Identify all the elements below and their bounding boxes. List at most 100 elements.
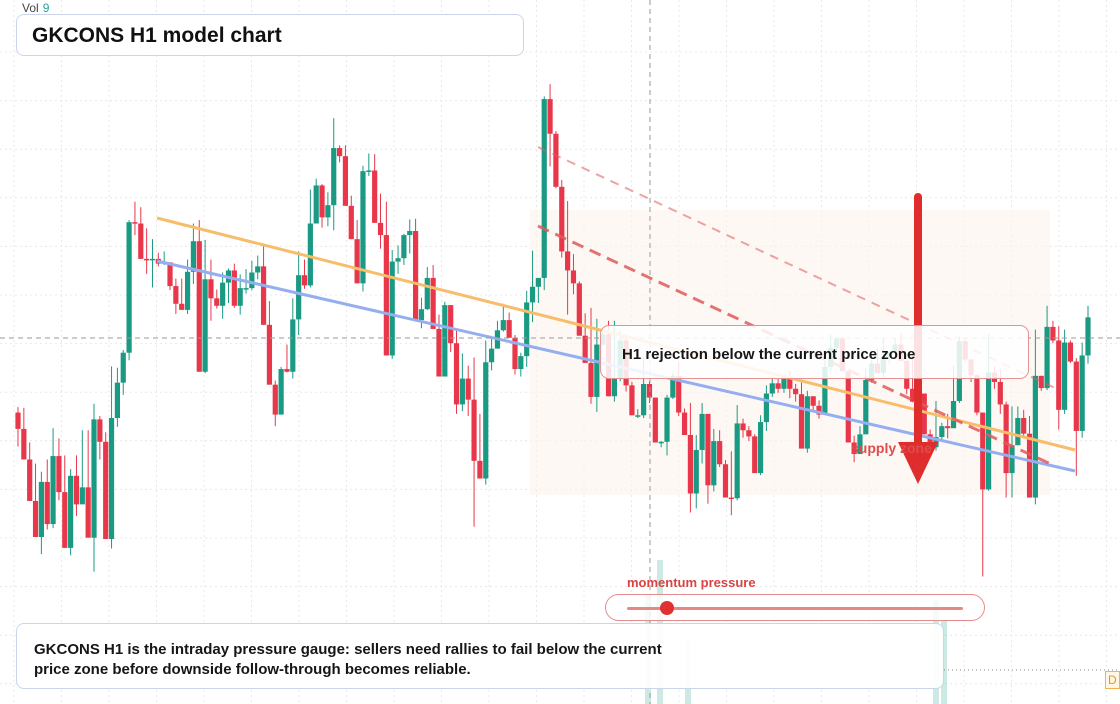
candle (588, 307, 594, 404)
candle (471, 357, 477, 527)
candle (576, 281, 582, 336)
candle (483, 340, 489, 485)
candle-body (652, 397, 658, 443)
candle (570, 254, 577, 295)
candle (705, 413, 711, 504)
candle-body (763, 393, 770, 423)
candle-body (103, 441, 109, 540)
candle (50, 428, 56, 529)
candle (722, 460, 729, 498)
volume-bar (941, 620, 947, 704)
candle-body (62, 492, 68, 548)
candle (752, 434, 758, 474)
candle (459, 353, 465, 412)
candle-body (138, 223, 144, 259)
candle-body (664, 397, 670, 442)
candle (1032, 329, 1038, 505)
candle (108, 366, 115, 549)
candle (366, 153, 372, 176)
candle-body (430, 277, 436, 329)
candle (401, 233, 407, 265)
candle-body (629, 385, 635, 416)
candle-body (108, 418, 115, 540)
candle (15, 407, 21, 447)
candle-body (822, 367, 828, 415)
candle-body (570, 270, 577, 284)
candle-body (284, 369, 290, 372)
candle-body (1056, 340, 1062, 410)
candle-body (565, 251, 571, 271)
candle-body (477, 460, 483, 479)
candle-body (787, 376, 793, 389)
candle (44, 459, 50, 530)
candle (266, 301, 273, 385)
candle (138, 207, 144, 259)
candle-body (997, 381, 1003, 405)
candle-body (1079, 355, 1085, 431)
candle (810, 396, 816, 410)
candle-body (489, 348, 495, 363)
candle-body (278, 369, 284, 415)
momentum-pressure-label: momentum pressure (627, 575, 756, 590)
candle-body (1038, 375, 1044, 389)
candle (336, 145, 343, 163)
candle (734, 405, 740, 501)
candle-body (1032, 375, 1038, 498)
candle-body (471, 399, 477, 461)
candle (114, 367, 120, 427)
candle (225, 268, 232, 304)
candle-body (448, 305, 454, 344)
candle-body (126, 222, 132, 353)
candle (939, 422, 945, 440)
candle-body (231, 270, 237, 306)
candle (214, 289, 220, 309)
candle (804, 390, 810, 453)
candle-body (734, 423, 740, 499)
candle-body (553, 133, 559, 187)
candle (465, 365, 471, 416)
candle-body (1009, 445, 1015, 474)
candle (664, 394, 670, 456)
candle (547, 84, 553, 167)
candle-body (418, 309, 425, 321)
candle (728, 451, 734, 516)
candle-body (68, 475, 74, 548)
candle (1009, 406, 1015, 498)
candle (342, 145, 349, 206)
candle (27, 442, 33, 501)
candle-body (775, 383, 781, 389)
candle (1038, 375, 1044, 391)
candle (38, 471, 44, 554)
candle-body (927, 434, 933, 448)
chart-title-box: GKCONS H1 model chart (16, 14, 524, 56)
candle (155, 252, 161, 267)
candle (851, 435, 857, 463)
candle-body (377, 222, 384, 236)
candle (389, 250, 395, 359)
candle (746, 426, 752, 442)
candle-body (342, 156, 349, 206)
candle (190, 223, 197, 285)
candle (354, 220, 360, 284)
candle-body (325, 205, 331, 218)
candle-body (1026, 433, 1033, 498)
candle (1015, 406, 1021, 446)
candle-body (184, 271, 191, 310)
candle (1026, 415, 1033, 498)
candle (681, 408, 688, 435)
candle-body (512, 337, 518, 370)
candle-body (336, 148, 343, 157)
candle (1079, 342, 1085, 438)
candle-body (32, 500, 39, 537)
candle-body (301, 275, 308, 286)
candle (594, 318, 600, 412)
candle (85, 430, 91, 538)
candle (56, 438, 62, 501)
candle-body (260, 266, 267, 325)
candle-body (705, 413, 711, 486)
candle-body (424, 277, 430, 310)
candle-body (73, 475, 80, 505)
candle-body (810, 396, 816, 406)
candle (740, 418, 746, 438)
